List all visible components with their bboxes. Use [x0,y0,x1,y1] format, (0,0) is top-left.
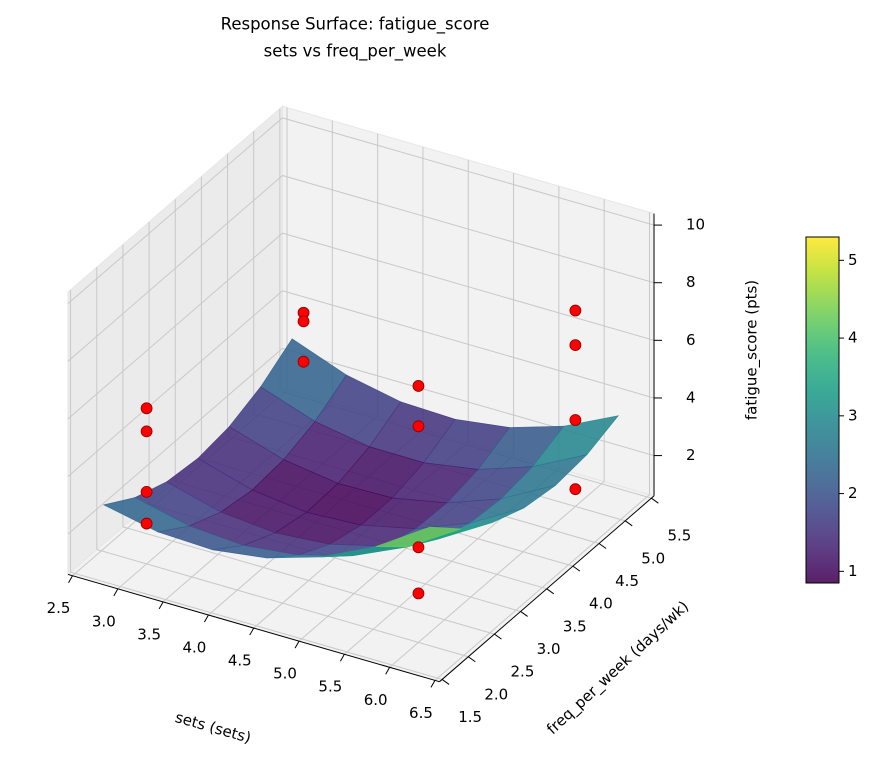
z-tick-label: 2 [686,446,696,464]
y-tick-label: 4.5 [615,572,639,590]
x-tick-label: 5.0 [273,665,297,683]
grid-line [70,571,443,680]
y-tick [651,497,659,504]
colorbar-tick-label: 5 [848,251,858,269]
x-tick-label: 6.0 [364,691,388,709]
colorbar-tick-label: 3 [848,406,858,424]
y-tick [520,611,528,617]
data-point [569,304,582,317]
grid-line [96,549,469,658]
y-tick-label: 2.5 [511,663,535,681]
z-tick-label: 10 [686,216,705,234]
grid-line [282,232,655,341]
y-tick-label: 5.0 [641,549,665,567]
z-tick-label: 6 [686,331,696,349]
grid-line [67,290,283,477]
data-point [297,355,310,368]
data-point [140,425,153,438]
y-tick-label: 4.0 [589,595,613,613]
x-tick-label: 3.0 [92,612,116,630]
z-axis-label: fatigue_score (pts) [743,280,762,420]
data-point [297,315,310,328]
y-tick [441,679,450,685]
x-tick [68,575,73,583]
data-point [140,485,153,498]
y-tick [598,543,607,549]
x-tick [294,640,300,649]
x-tick [204,614,209,623]
y-tick [572,565,581,572]
grid-line [282,174,655,284]
x-tick-label: 5.5 [318,678,342,696]
surface [102,338,620,559]
y-tick-label: 2.0 [484,685,508,703]
grid-line [282,117,655,226]
y-tick [467,656,476,663]
x-tick [158,601,164,610]
x-tick-label: 4.5 [228,652,252,670]
data-point [569,339,582,352]
data-point [140,402,153,415]
x-tick-label: 3.5 [137,625,161,643]
chart-title: Response Surface: fatigue_score [221,15,490,35]
x-axis-label: sets (sets) [173,708,253,747]
axes: 2.53.03.54.04.55.05.56.06.5 1.52.02.53.03… [47,213,705,726]
y-tick [546,588,555,595]
grid-line [67,347,283,535]
x-tick [430,680,436,688]
z-tick-label: 4 [686,388,696,406]
data-point [412,587,425,600]
data-point [412,541,425,554]
colorbar-tick-label: 1 [848,562,858,580]
surface-patch [375,526,462,548]
colorbar: 1 2 3 4 5 [805,236,858,584]
y-tick-label: 5.5 [667,527,691,545]
x-tick [249,627,255,636]
x-tick [385,667,391,675]
points [140,304,582,600]
x-tick-label: 6.5 [409,704,433,722]
data-point [412,420,425,433]
x-tick-label: 2.5 [47,599,71,617]
y-tick-label: 3.5 [563,617,587,635]
grid-line [67,232,283,420]
chart-subtitle: sets vs freq_per_week [264,42,447,62]
y-tick-label: 1.5 [458,708,482,726]
data-point [140,517,153,530]
x-tick [113,588,119,597]
x-tick-label: 4.0 [183,638,207,656]
grid-line [122,526,495,635]
data-point [412,380,425,392]
y-axis-line [439,495,655,683]
colorbar-tick-label: 2 [848,484,858,502]
y-tick-label: 3.0 [537,640,561,658]
grid-line [67,175,283,362]
x-axis-line [67,573,440,683]
colorbar-fill [805,236,840,584]
data-point [569,414,582,426]
grid-line [282,290,655,399]
z-tick-label: 8 [686,273,696,291]
y-tick [624,520,633,527]
colorbar-tick-label: 4 [848,329,858,347]
y-tick [494,633,502,640]
data-point [569,483,582,496]
x-tick [339,653,345,662]
grid-line [67,117,283,304]
